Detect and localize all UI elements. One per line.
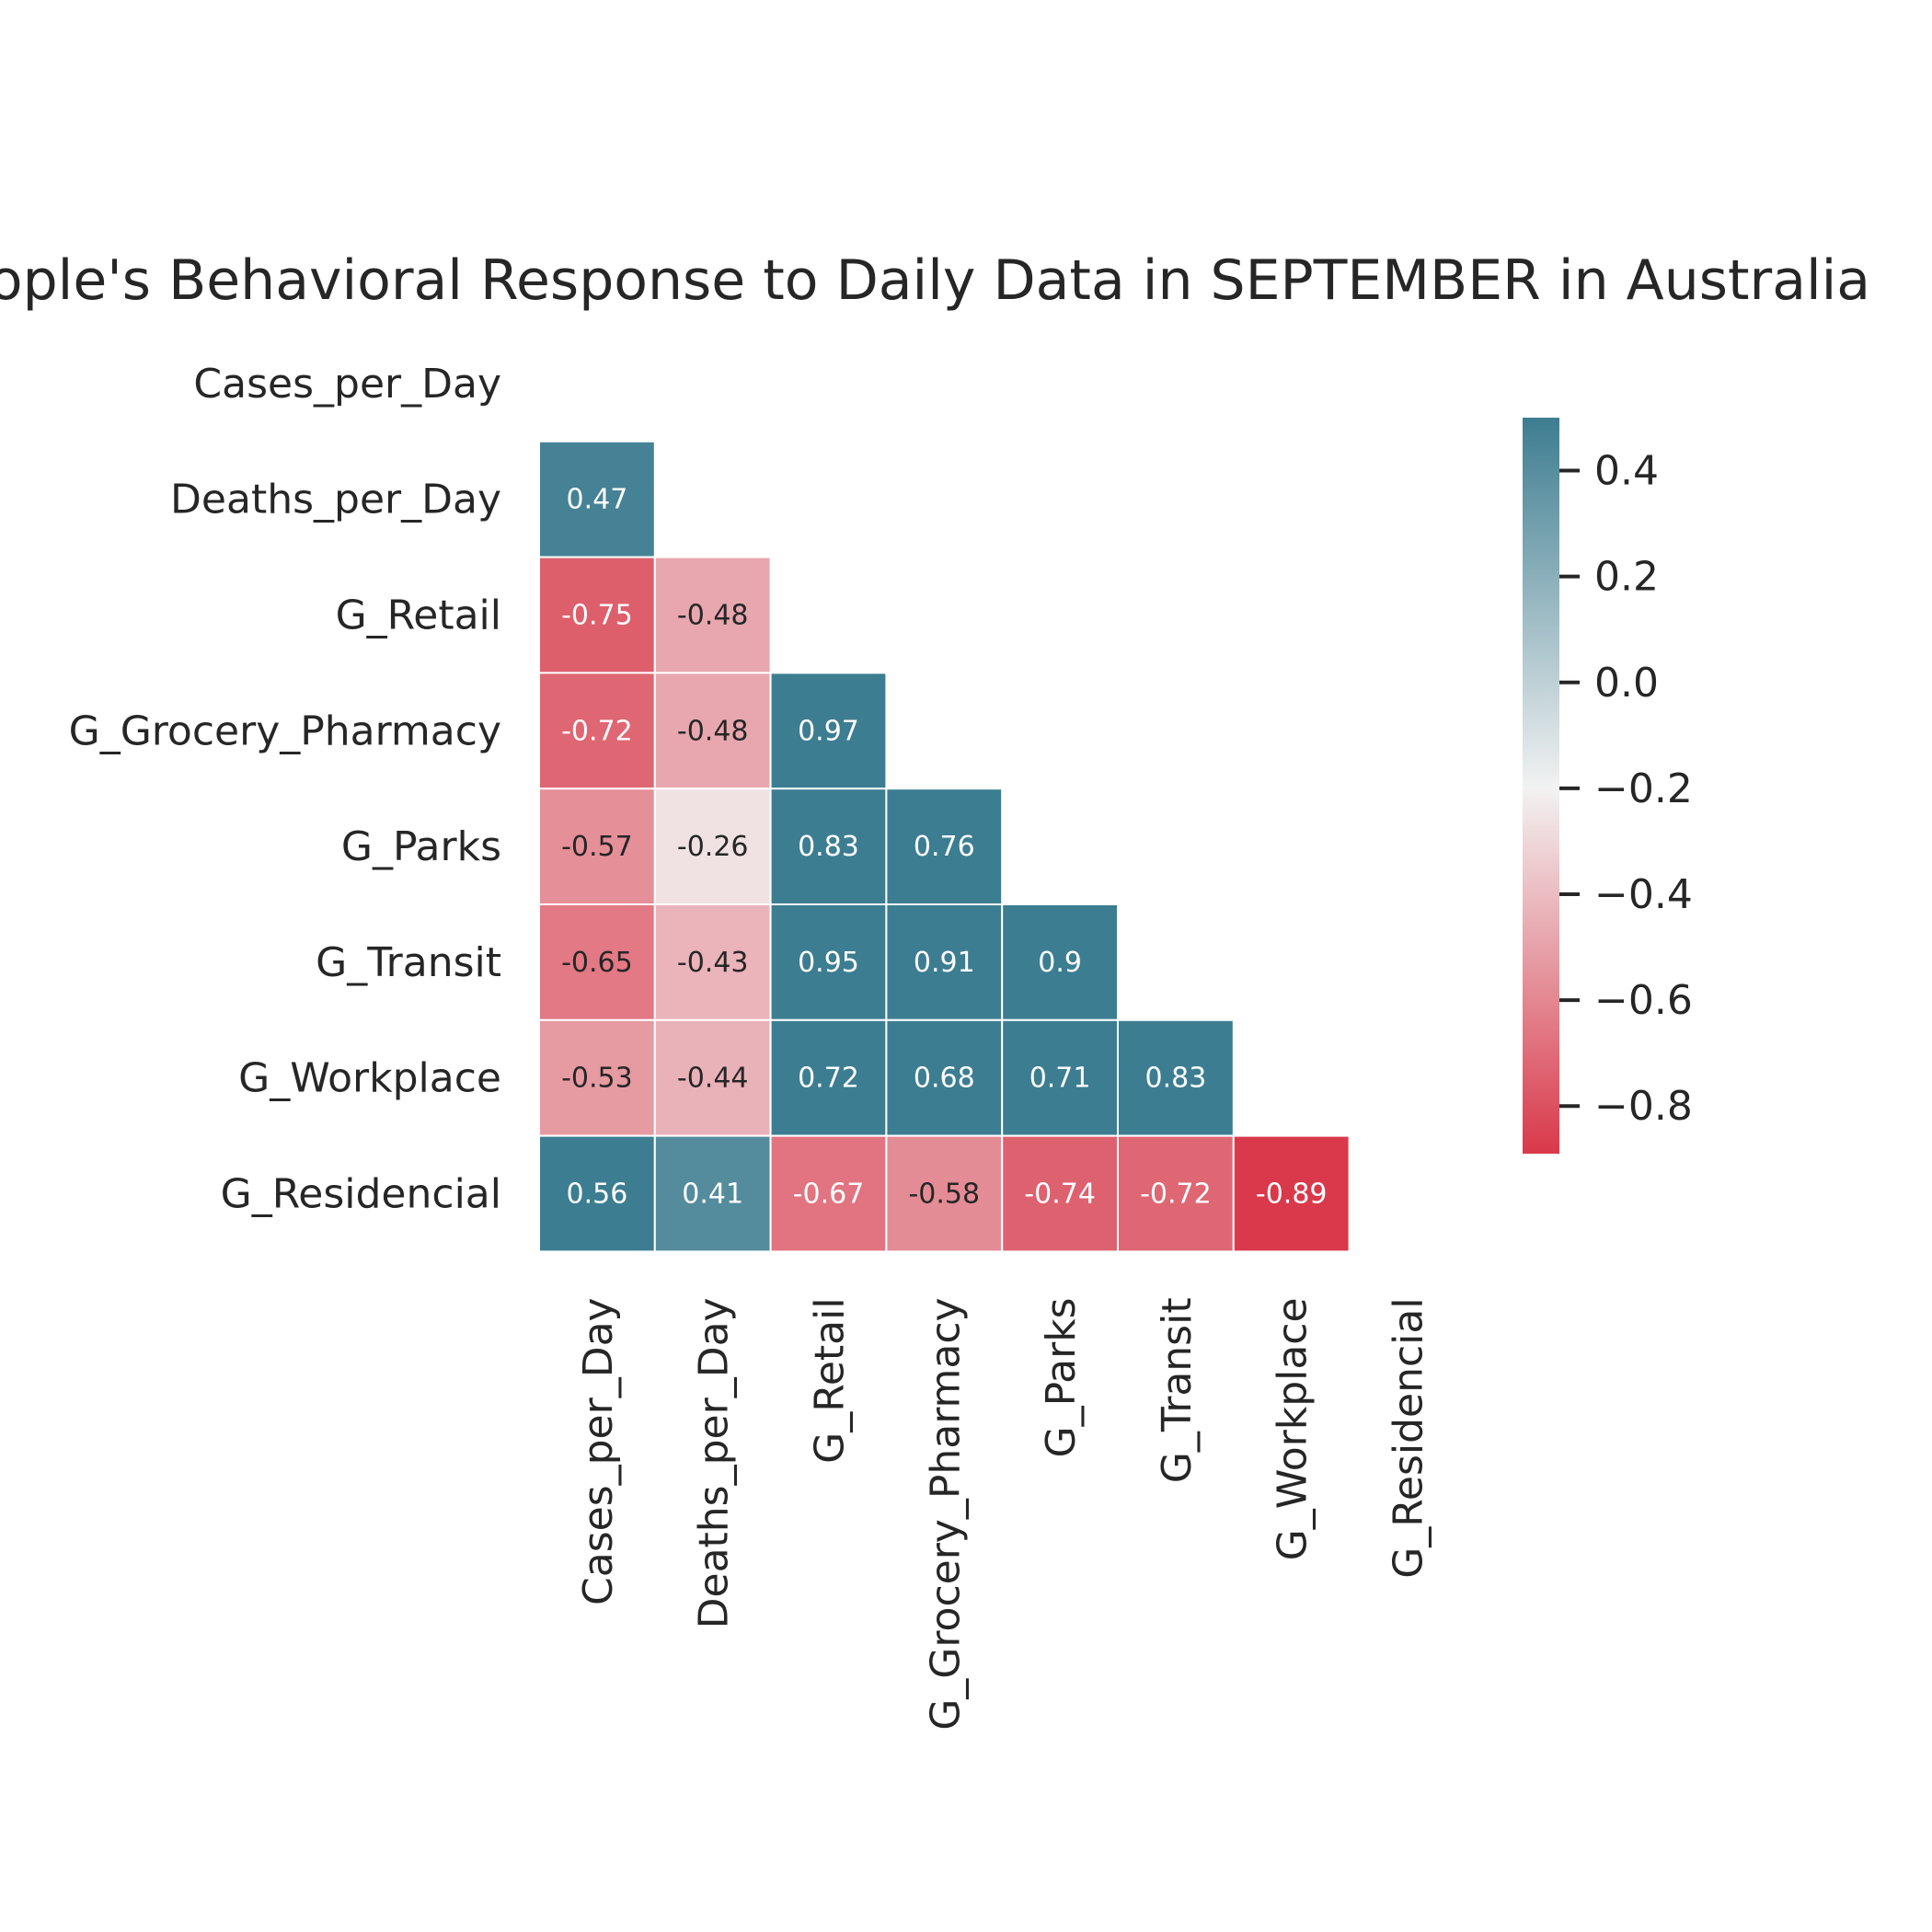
heatmap-cell (1001, 1018, 1119, 1137)
heatmap-cell (653, 788, 772, 906)
heatmap-cell (653, 1134, 772, 1253)
column-label: Cases_per_Day (575, 1297, 622, 1605)
row-label: Deaths_per_Day (170, 477, 501, 523)
cell-value-label: 0.56 (567, 1179, 628, 1211)
cell-value-label: 0.91 (914, 947, 975, 979)
colorbar-tick-label: −0.8 (1594, 1083, 1693, 1130)
heatmap-cell (538, 1018, 656, 1137)
colorbar-tick-label: 0.0 (1594, 660, 1659, 707)
column-label: G_Parks (1038, 1297, 1085, 1457)
cell-value-label: 0.72 (798, 1063, 859, 1095)
cell-value-label: 0.68 (914, 1063, 975, 1095)
row-label: Cases_per_Day (193, 361, 501, 408)
column-label: G_Grocery_Pharmacy (922, 1297, 969, 1730)
row-label: G_Parks (341, 823, 501, 870)
cell-value-label: -0.65 (561, 947, 633, 979)
column-label: Deaths_per_Day (691, 1297, 738, 1628)
heatmap-cell (885, 903, 1004, 1021)
cell-value-label: -0.48 (677, 600, 749, 632)
cell-value-label: -0.48 (677, 715, 749, 747)
heatmap-cell (538, 556, 656, 674)
cell-value-label: -0.72 (561, 715, 633, 747)
colorbar-tick-label: 0.2 (1594, 554, 1659, 601)
cell-value-label: -0.75 (561, 600, 633, 632)
heatmap-cell (1117, 1018, 1235, 1137)
column-labels: Cases_per_Day Deaths_per_Day G_Retail G_Gro… (575, 1297, 1432, 1730)
colorbar-tick-label: −0.4 (1594, 871, 1693, 918)
colorbar-tick-label: −0.2 (1594, 765, 1693, 812)
heatmap-cell (885, 1018, 1004, 1137)
cell-value-label: 0.97 (798, 715, 859, 747)
row-label: G_Workplace (238, 1055, 501, 1102)
column-label: G_Residencial (1386, 1297, 1432, 1578)
colorbar-gradient (1523, 418, 1559, 1154)
cell-value-label: 0.47 (567, 484, 628, 516)
cell-value-label: 0.9 (1038, 947, 1082, 979)
column-label: G_Workplace (1270, 1297, 1317, 1560)
heatmap-cell (885, 1134, 1004, 1253)
heatmap-cell (653, 1018, 772, 1137)
heatmap-cell (769, 672, 888, 790)
cell-value-label: -0.58 (908, 1179, 980, 1211)
heatmap-cell (653, 556, 772, 674)
cell-value-label: 0.41 (682, 1179, 743, 1211)
row-label: G_Transit (316, 939, 501, 986)
cell-value-label: 0.83 (798, 831, 859, 863)
cell-value-label: 0.76 (914, 831, 975, 863)
cell-value-label: -0.67 (793, 1179, 865, 1211)
cell-value-label: -0.57 (561, 831, 633, 863)
cell-value-label: 0.71 (1029, 1063, 1091, 1095)
heatmap-cell (1117, 1134, 1235, 1253)
heatmap-cell (1232, 1134, 1351, 1253)
row-label: G_Grocery_Pharmacy (69, 707, 501, 754)
heatmap-annotations: 0.47 -0.75 -0.48 -0.72 -0.48 0.97 -0.57 -0.26 0.… (561, 484, 1327, 1211)
cell-value-label: -0.53 (561, 1063, 633, 1095)
heatmap-cells (538, 440, 1351, 1253)
row-labels: Cases_per_Day Deaths_per_Day G_Retail G_Gro… (69, 361, 501, 1218)
colorbar-tick-label: 0.4 (1594, 448, 1659, 495)
colorbar-tick-label: −0.6 (1594, 977, 1693, 1024)
row-label: G_Residencial (221, 1171, 501, 1218)
heatmap-cell (538, 672, 656, 790)
column-label: G_Retail (807, 1297, 854, 1463)
row-label: G_Retail (336, 592, 501, 639)
cell-value-label: 0.83 (1145, 1063, 1207, 1095)
cell-value-label: -0.74 (1024, 1179, 1096, 1211)
cell-value-label: 0.95 (798, 947, 859, 979)
cell-value-label: -0.89 (1256, 1179, 1328, 1211)
colorbar-ticks: 0.4 0.2 0.0 −0.2 −0.4 −0.6 −0.8 (1559, 448, 1693, 1130)
cell-value-label: -0.43 (677, 947, 749, 979)
chart-title: People's Behavioral Response to Daily Da… (0, 248, 1870, 313)
cell-value-label: -0.26 (677, 831, 749, 863)
cell-value-label: -0.44 (677, 1063, 749, 1095)
colorbar (1523, 418, 1559, 1154)
column-label: G_Transit (1154, 1297, 1201, 1483)
cell-value-label: -0.72 (1140, 1179, 1212, 1211)
heatmap-cell (538, 1134, 656, 1253)
heatmap-cell (769, 1018, 888, 1137)
heatmap-cell (653, 903, 772, 1021)
heatmap-cell (885, 788, 1004, 906)
heatmap-cell (538, 440, 656, 558)
